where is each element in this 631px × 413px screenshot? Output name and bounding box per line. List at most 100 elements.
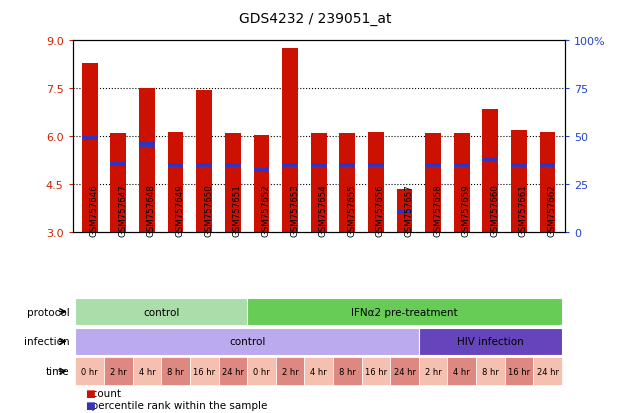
Bar (311, 164, 326, 168)
Bar (196, 91, 212, 233)
Bar (483, 157, 498, 161)
Text: protocol: protocol (27, 307, 69, 317)
Text: GSM757650: GSM757650 (204, 183, 213, 236)
Bar (139, 89, 155, 233)
Bar (533, 358, 562, 385)
Text: time: time (46, 366, 69, 376)
Bar (311, 134, 326, 233)
Text: 0 hr: 0 hr (253, 367, 270, 376)
Text: control: control (229, 337, 265, 347)
Text: GSM757654: GSM757654 (319, 183, 327, 236)
Text: GSM757647: GSM757647 (119, 183, 127, 236)
Bar (247, 358, 276, 385)
Bar (419, 358, 447, 385)
Text: GDS4232 / 239051_at: GDS4232 / 239051_at (239, 12, 392, 26)
Text: 0 hr: 0 hr (81, 367, 98, 376)
Text: 8 hr: 8 hr (167, 367, 184, 376)
Bar (225, 134, 240, 233)
Text: GSM757655: GSM757655 (347, 183, 357, 236)
Bar (390, 358, 419, 385)
Bar (362, 358, 390, 385)
Bar (76, 328, 419, 355)
Bar (447, 358, 476, 385)
Text: GSM757648: GSM757648 (147, 183, 156, 236)
Bar (196, 164, 212, 168)
Bar (304, 358, 333, 385)
Bar (397, 210, 413, 214)
Bar (511, 164, 527, 168)
Text: GSM757659: GSM757659 (462, 184, 471, 236)
Text: percentile rank within the sample: percentile rank within the sample (85, 400, 268, 410)
Bar (254, 169, 269, 173)
Text: 24 hr: 24 hr (222, 367, 244, 376)
Bar (511, 131, 527, 233)
Text: GSM757646: GSM757646 (90, 183, 98, 236)
Bar (339, 134, 355, 233)
Text: 24 hr: 24 hr (536, 367, 558, 376)
Text: 16 hr: 16 hr (365, 367, 387, 376)
Bar (168, 164, 184, 168)
Bar (76, 358, 104, 385)
Text: 16 hr: 16 hr (193, 367, 215, 376)
Bar (276, 358, 304, 385)
Text: IFNα2 pre-treatment: IFNα2 pre-treatment (351, 307, 458, 317)
Text: 2 hr: 2 hr (425, 367, 442, 376)
Text: 16 hr: 16 hr (508, 367, 530, 376)
Bar (368, 164, 384, 168)
Text: 2 hr: 2 hr (281, 367, 298, 376)
Text: GSM757660: GSM757660 (490, 183, 499, 236)
Bar (368, 132, 384, 233)
Bar (190, 358, 218, 385)
Bar (282, 164, 298, 168)
Bar (540, 164, 555, 168)
Text: GSM757649: GSM757649 (175, 184, 185, 236)
Text: 24 hr: 24 hr (394, 367, 415, 376)
Text: GSM757658: GSM757658 (433, 183, 442, 236)
Text: GSM757651: GSM757651 (233, 183, 242, 236)
Text: 8 hr: 8 hr (339, 367, 356, 376)
Text: GSM757657: GSM757657 (404, 183, 413, 236)
Text: GSM757662: GSM757662 (548, 183, 557, 236)
Bar (247, 298, 562, 325)
Bar (168, 132, 184, 233)
Bar (162, 358, 190, 385)
Bar (419, 328, 562, 355)
Bar (133, 358, 162, 385)
Text: 4 hr: 4 hr (453, 367, 470, 376)
Bar (483, 110, 498, 233)
Bar (425, 134, 441, 233)
Bar (139, 143, 155, 147)
Bar (397, 190, 413, 233)
Bar (110, 162, 126, 166)
Text: GSM757652: GSM757652 (261, 183, 271, 236)
Bar (454, 134, 469, 233)
Text: 2 hr: 2 hr (110, 367, 127, 376)
Bar (110, 134, 126, 233)
Text: GSM757653: GSM757653 (290, 183, 299, 236)
Text: infection: infection (24, 337, 69, 347)
Text: 4 hr: 4 hr (310, 367, 327, 376)
Bar (476, 358, 505, 385)
Bar (454, 164, 469, 168)
Bar (540, 132, 555, 233)
Bar (225, 164, 240, 168)
Bar (425, 164, 441, 168)
Text: GSM757661: GSM757661 (519, 183, 528, 236)
Text: count: count (85, 388, 121, 398)
Bar (282, 49, 298, 233)
Text: 8 hr: 8 hr (482, 367, 498, 376)
Bar (218, 358, 247, 385)
Text: control: control (143, 307, 179, 317)
Text: ■: ■ (85, 400, 95, 410)
Bar (82, 137, 98, 141)
Text: ■: ■ (85, 388, 95, 398)
Bar (82, 64, 98, 233)
Text: HIV infection: HIV infection (457, 337, 524, 347)
Bar (333, 358, 362, 385)
Bar (505, 358, 533, 385)
Bar (254, 135, 269, 233)
Text: GSM757656: GSM757656 (376, 183, 385, 236)
Text: 4 hr: 4 hr (139, 367, 155, 376)
Bar (339, 164, 355, 168)
Bar (76, 298, 247, 325)
